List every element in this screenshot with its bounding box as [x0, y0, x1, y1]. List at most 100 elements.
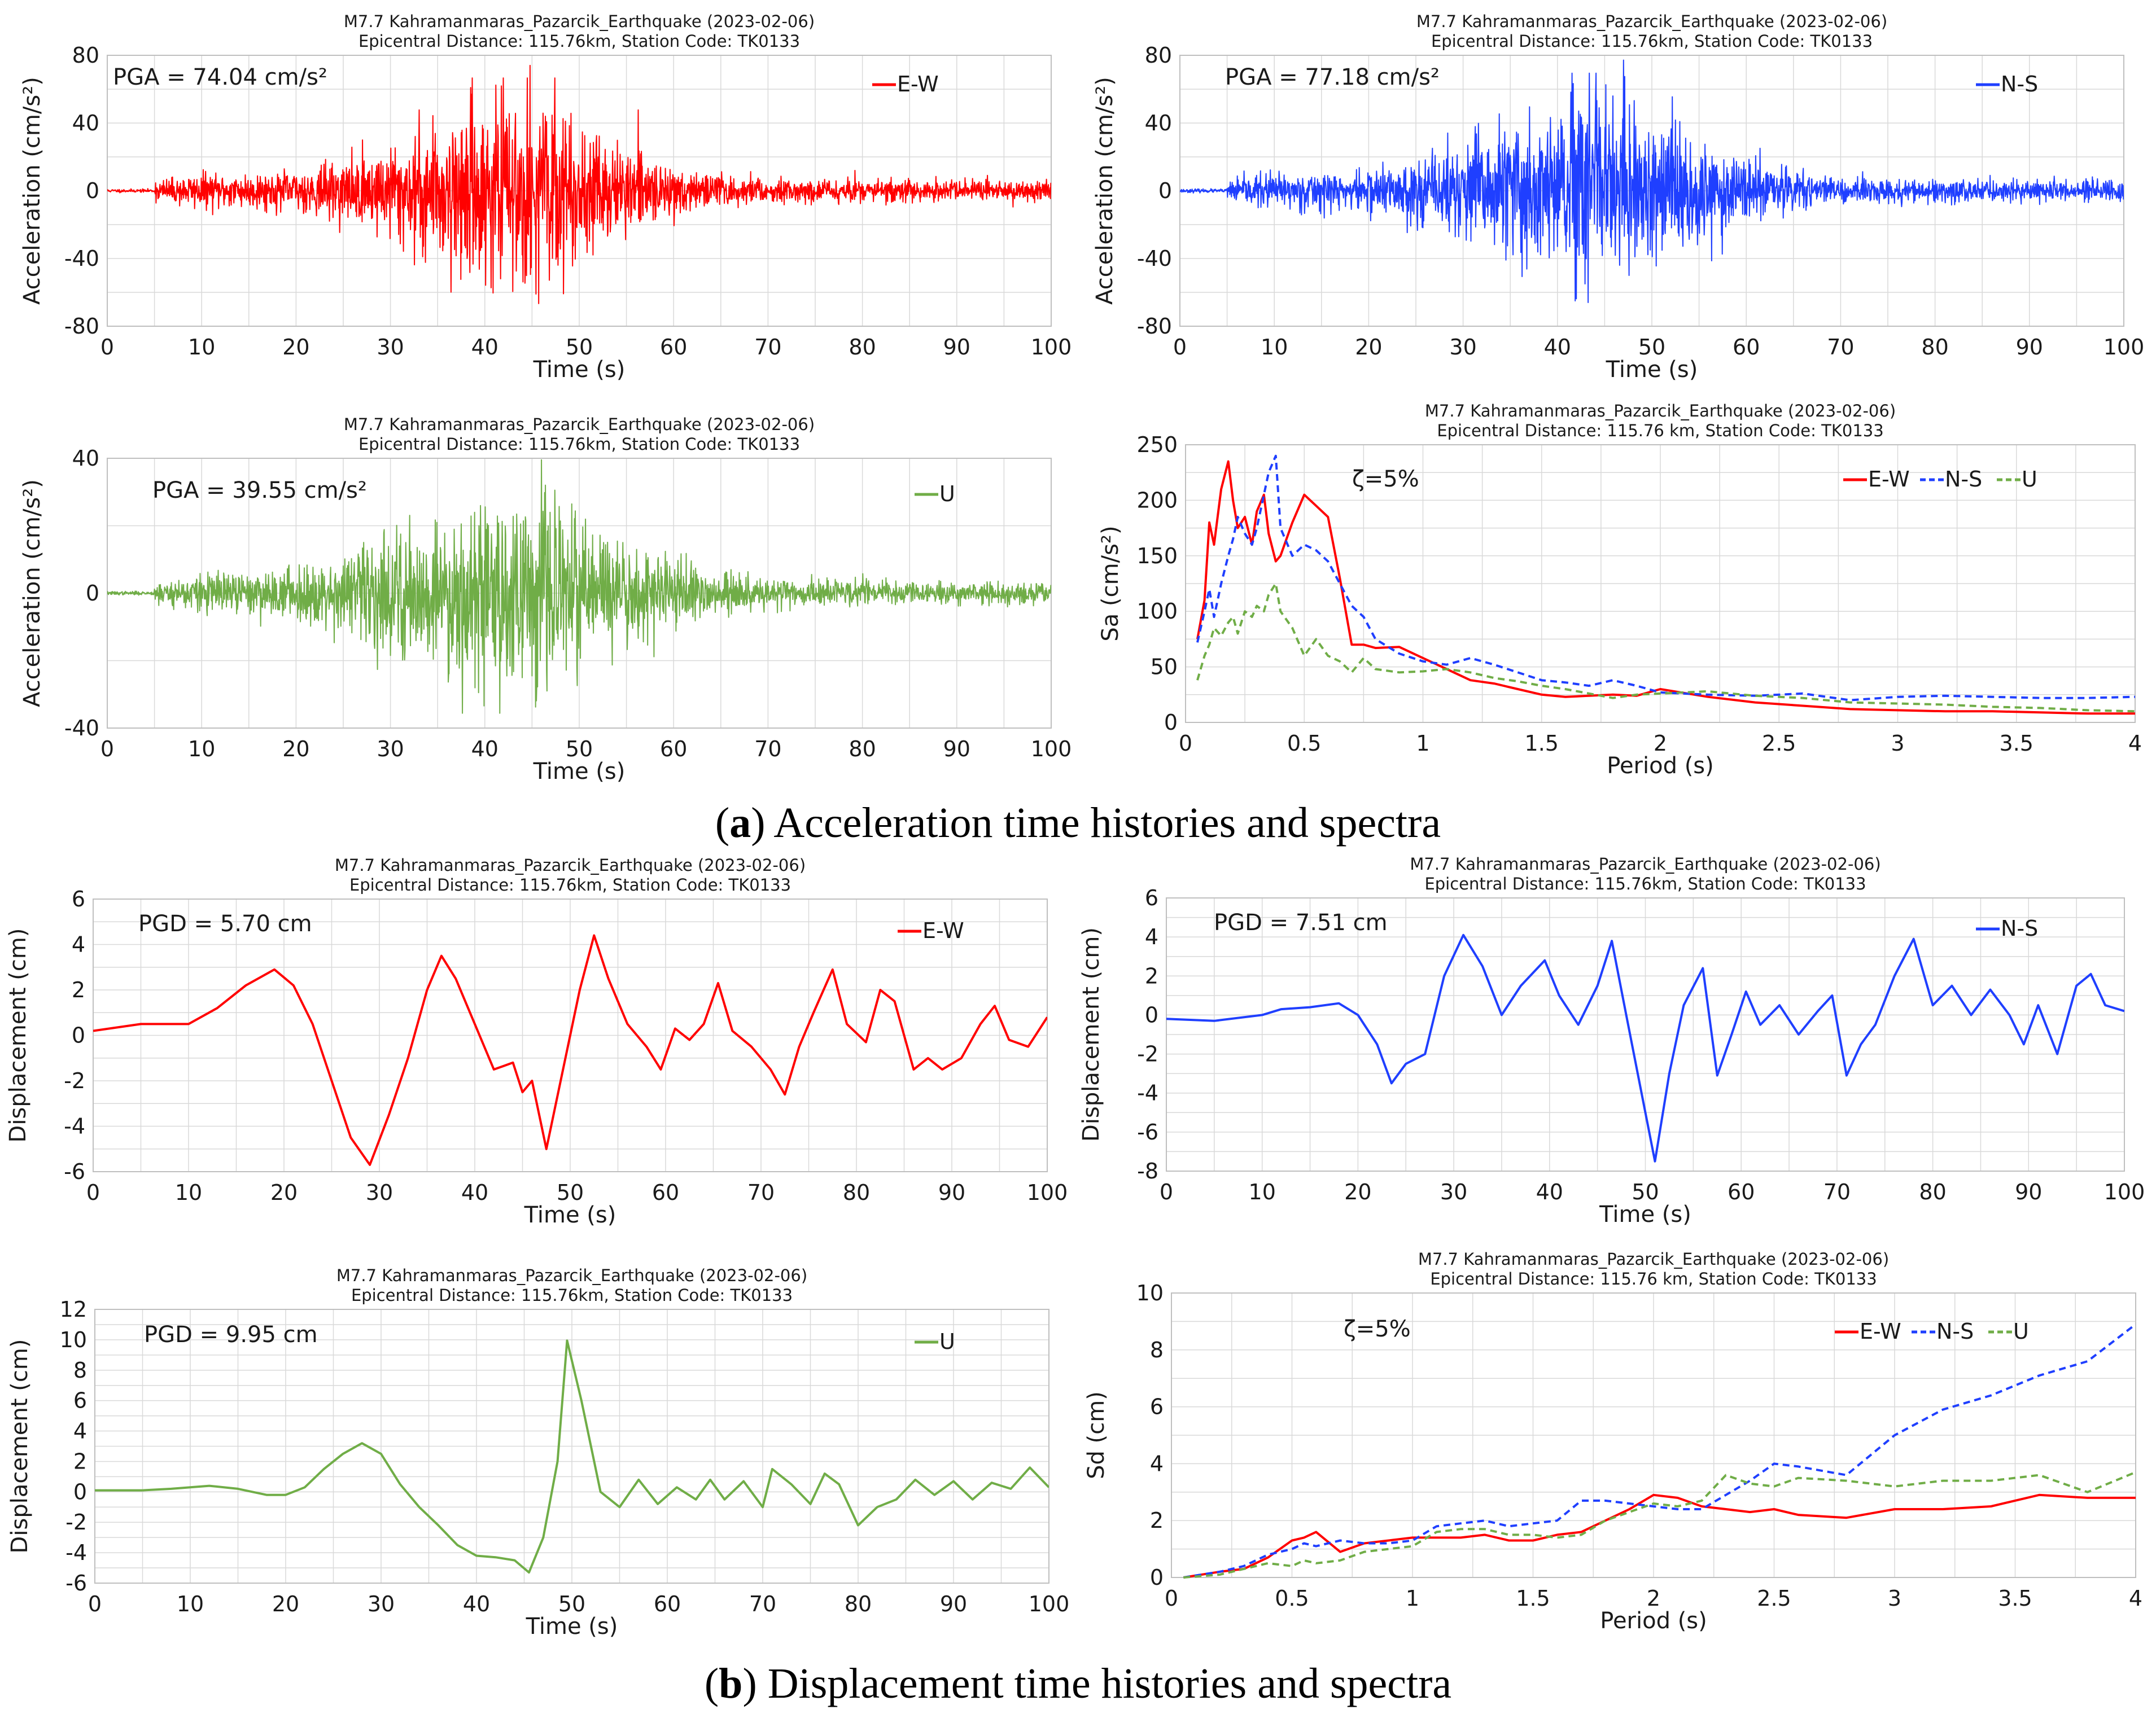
- chart-disp-u: M7.7 Kahramanmaras_Pazarcik_Earthquake (…: [0, 1259, 1069, 1654]
- chart-acc-ew: M7.7 Kahramanmaras_Pazarcik_Earthquake (…: [0, 0, 1072, 401]
- x-tick-label: 30: [1449, 335, 1476, 360]
- x-tick-label: 2.5: [1757, 1586, 1791, 1611]
- y-tick-label: -6: [65, 1571, 87, 1596]
- y-tick-label: -4: [1137, 1081, 1158, 1106]
- x-tick-label: 30: [1440, 1180, 1467, 1204]
- y-tick-label: 12: [60, 1297, 87, 1322]
- y-tick-label: 6: [73, 1388, 87, 1413]
- x-tick-label: 0.5: [1275, 1586, 1309, 1611]
- y-tick-label: 2: [73, 1449, 87, 1474]
- chart-subtitle: Epicentral Distance: 115.76km, Station C…: [351, 1286, 793, 1305]
- x-tick-label: 80: [1921, 335, 1948, 360]
- x-tick-label: 100: [1031, 737, 1072, 761]
- y-tick-label: 0: [1145, 1002, 1158, 1027]
- y-tick-label: 6: [72, 887, 85, 911]
- legend-label-n-s: N-S: [2001, 72, 2038, 97]
- y-tick-label: 4: [1150, 1451, 1164, 1476]
- series-line-n-s: [1196, 454, 2135, 702]
- x-tick-label: 10: [175, 1180, 202, 1205]
- legend-label-u: U: [939, 1329, 955, 1354]
- x-tick-label: 70: [754, 335, 781, 360]
- y-tick-label: 50: [1151, 655, 1178, 680]
- x-tick-label: 60: [1733, 335, 1760, 360]
- x-tick-label: 20: [1344, 1180, 1371, 1204]
- x-tick-label: 80: [1919, 1180, 1946, 1204]
- x-tick-label: 4: [2128, 731, 2142, 756]
- legend-label-u: U: [939, 481, 955, 506]
- y-tick-label: -8: [1137, 1159, 1158, 1184]
- y-axis-label: Sd (cm): [1083, 1391, 1109, 1479]
- y-tick-label: 6: [1150, 1395, 1164, 1419]
- y-tick-label: 8: [1150, 1338, 1164, 1362]
- chart-area: [0, 1259, 1067, 1654]
- y-tick-label: 2: [1150, 1508, 1164, 1533]
- legend-label-e-w: E-W: [922, 918, 964, 943]
- x-tick-label: 40: [461, 1180, 488, 1205]
- x-tick-label: 1.5: [1525, 731, 1559, 756]
- chart-subtitle: Epicentral Distance: 115.76km, Station C…: [358, 32, 800, 51]
- y-tick-label: -2: [1137, 1042, 1158, 1067]
- x-tick-label: 60: [1728, 1180, 1755, 1204]
- legend-label-u: U: [2022, 467, 2037, 492]
- x-tick-label: 70: [747, 1180, 775, 1205]
- chart-subtitle: Epicentral Distance: 115.76 km, Station …: [1437, 421, 1883, 440]
- x-tick-label: 70: [749, 1592, 776, 1616]
- chart-title: M7.7 Kahramanmaras_Pazarcik_Earthquake (…: [344, 415, 815, 434]
- x-tick-label: 30: [366, 1180, 393, 1205]
- caption-a-letter: a: [729, 799, 751, 847]
- x-tick-label: 1: [1416, 731, 1429, 756]
- x-tick-label: 3: [1888, 1586, 1901, 1611]
- y-tick-label: 10: [1136, 1281, 1164, 1305]
- y-tick-label: 250: [1136, 432, 1178, 457]
- x-tick-label: 50: [557, 1180, 584, 1205]
- y-tick-label: 0: [86, 178, 99, 203]
- chart-subtitle: Epicentral Distance: 115.76km, Station C…: [1424, 874, 1866, 893]
- x-tick-label: 20: [1355, 335, 1382, 360]
- series-line-e-w: [1183, 1493, 2136, 1579]
- plot-frame: [1171, 1292, 2136, 1578]
- y-axis-label: Displacement (cm): [7, 1339, 33, 1554]
- caption-b: (b) Displacement time histories and spec…: [0, 1659, 2156, 1708]
- y-tick-label: -40: [64, 246, 99, 271]
- y-tick-label: 4: [1145, 924, 1158, 949]
- x-tick-label: 70: [754, 737, 781, 761]
- chart-acc-u: M7.7 Kahramanmaras_Pazarcik_Earthquake (…: [0, 406, 1072, 796]
- y-tick-label: 40: [72, 446, 99, 471]
- x-tick-label: 90: [2015, 1180, 2042, 1204]
- y-tick-label: -2: [64, 1068, 85, 1093]
- x-tick-label: 100: [1027, 1180, 1068, 1205]
- x-tick-label: 1: [1406, 1586, 1419, 1611]
- x-tick-label: 10: [177, 1592, 204, 1616]
- y-tick-label: 8: [73, 1358, 87, 1383]
- x-tick-label: 40: [1536, 1180, 1563, 1204]
- series-line-u: [107, 459, 1051, 714]
- x-axis-label: Time (s): [1606, 357, 1698, 383]
- chart-area: [1075, 395, 2156, 796]
- legend-label-n-s: N-S: [1945, 467, 1982, 492]
- y-tick-label: -40: [1137, 246, 1172, 271]
- caption-a-text: ) Acceleration time histories and spectr…: [751, 799, 1441, 847]
- x-tick-label: 0: [88, 1592, 102, 1616]
- y-axis-label: Acceleration (cm/s²): [19, 77, 45, 305]
- series-line-n-s: [1166, 933, 2124, 1163]
- caption-a-open: (: [715, 799, 730, 847]
- chart-annotation: ζ=5%: [1344, 1316, 1411, 1342]
- x-axis-label: Period (s): [1600, 1608, 1707, 1634]
- x-tick-label: 90: [943, 335, 970, 360]
- series-line-u: [1183, 1471, 2136, 1579]
- y-tick-label: 2: [72, 978, 85, 1002]
- legend-label-n-s: N-S: [2001, 916, 2038, 941]
- x-axis-label: Time (s): [533, 759, 626, 785]
- x-tick-label: 40: [471, 737, 498, 761]
- legend-label-n-s: N-S: [1936, 1319, 1974, 1344]
- chart-area: [1075, 852, 2156, 1247]
- x-tick-label: 0: [1160, 1180, 1173, 1204]
- y-tick-label: 40: [72, 111, 99, 135]
- chart-annotation: PGA = 39.55 cm/s²: [152, 477, 367, 503]
- y-tick-label: -40: [64, 716, 99, 740]
- x-tick-label: 50: [558, 1592, 585, 1616]
- chart-title: M7.7 Kahramanmaras_Pazarcik_Earthquake (…: [1425, 401, 1896, 420]
- x-tick-label: 10: [1261, 335, 1288, 360]
- chart-disp-ns: M7.7 Kahramanmaras_Pazarcik_Earthquake (…: [1075, 852, 2156, 1247]
- y-tick-label: -6: [1137, 1120, 1158, 1145]
